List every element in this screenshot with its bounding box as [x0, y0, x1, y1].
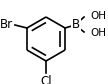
Text: Cl: Cl	[40, 75, 52, 84]
Text: OH: OH	[90, 11, 106, 21]
Text: B: B	[72, 18, 80, 32]
Text: OH: OH	[90, 28, 106, 38]
Text: Br: Br	[0, 18, 13, 32]
